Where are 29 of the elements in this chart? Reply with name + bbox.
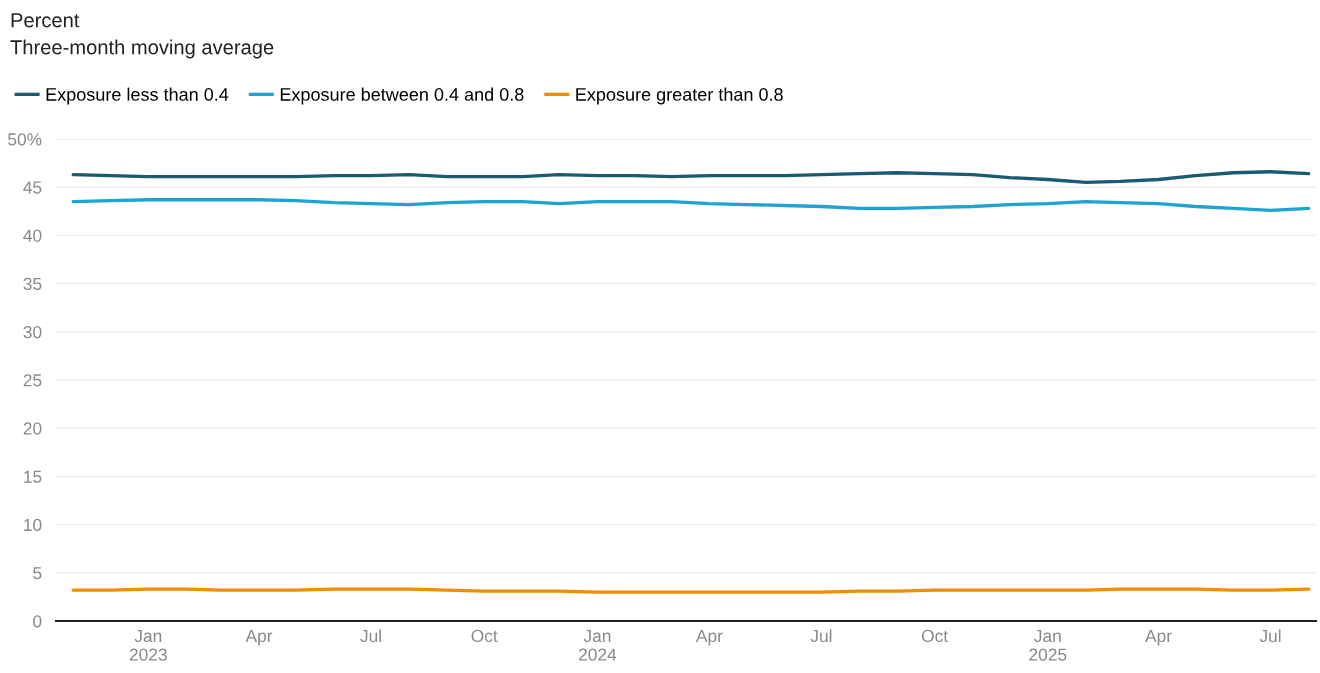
- legend-label: Exposure between 0.4 and 0.8: [280, 87, 524, 105]
- y-tick-label: 45: [23, 181, 42, 194]
- chart-subtitle: Three-month moving average: [10, 39, 274, 59]
- y-tick-label: 10: [24, 518, 42, 532]
- line-series: [71, 170, 1311, 185]
- y-tick-label: 40: [23, 229, 42, 242]
- x-tick-label: Apr: [245, 629, 273, 646]
- x-tick-label: Jan 2024: [578, 629, 617, 661]
- y-tick-label: 30: [23, 325, 42, 339]
- x-tick-label: Apr: [1145, 629, 1172, 646]
- x-tick-label: Jan 2025: [1029, 629, 1067, 661]
- y-tick-label: 5: [33, 567, 42, 580]
- chart-title: Percent: [11, 13, 80, 28]
- x-tick-label: Oct: [471, 629, 498, 643]
- y-tick-label: 20: [23, 422, 42, 435]
- x-tick-label: Oct: [921, 629, 948, 643]
- y-tick-label: 25: [23, 374, 42, 387]
- x-tick-label: Jan 2023: [129, 629, 167, 661]
- x-tick-label: Jul: [360, 629, 381, 643]
- legend-label: Exposure greater than 0.8: [576, 87, 783, 105]
- y-tick-label: 35: [23, 277, 42, 291]
- y-tick-label: 0: [33, 615, 42, 628]
- line-series: [71, 198, 1311, 213]
- y-tick-label: 50%: [8, 133, 42, 146]
- x-tick-label: Jul: [1259, 629, 1281, 643]
- x-tick-label: Jul: [810, 629, 832, 643]
- legend-label: Exposure less than 0.4: [46, 87, 229, 105]
- x-tick-label: Apr: [695, 629, 723, 646]
- y-tick-label: 15: [24, 470, 42, 483]
